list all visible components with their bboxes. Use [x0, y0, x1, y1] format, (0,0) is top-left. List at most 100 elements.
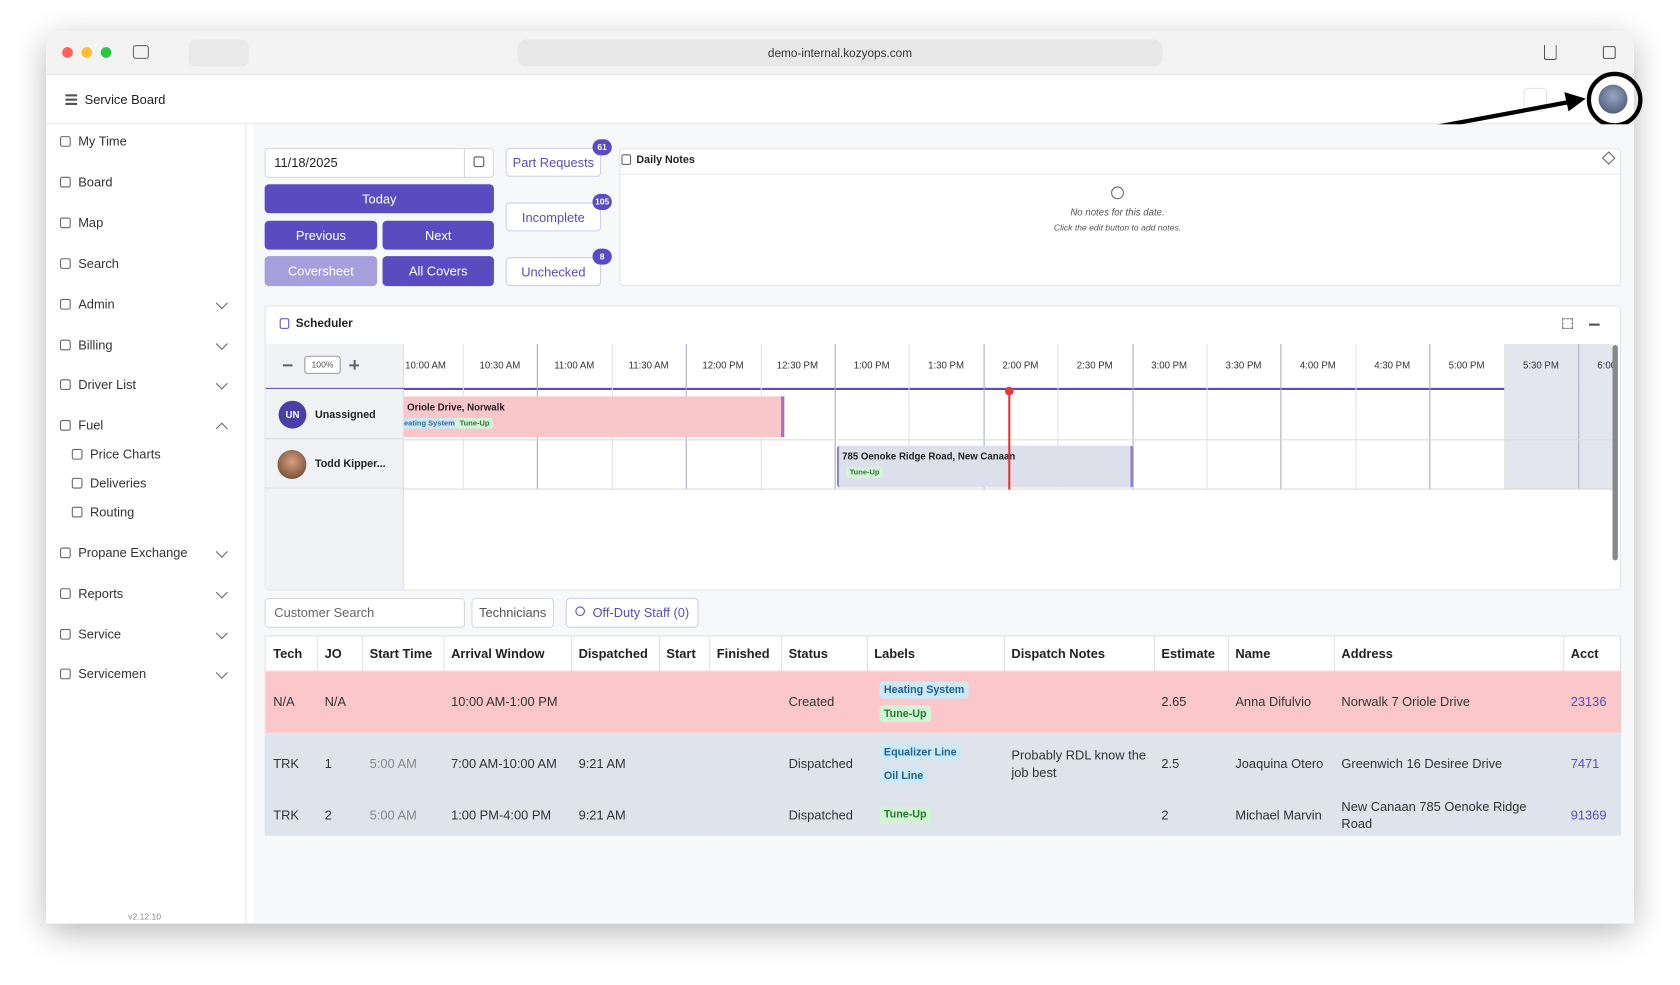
column-line — [1057, 343, 1059, 490]
previous-button[interactable]: Previous — [264, 220, 378, 250]
sidebar-item[interactable]: Fuel — [78, 417, 104, 433]
event[interactable]: 785 Oenoke Ridge Road, New Canaan Tune-Up — [836, 445, 1134, 488]
sidebar-item[interactable]: Map — [78, 215, 104, 231]
people-icon — [575, 606, 586, 617]
url-text[interactable]: demo-internal.kozyops.com — [767, 46, 913, 60]
sidebar-item[interactable]: Board — [78, 174, 113, 190]
event[interactable]: Oriole Drive, Norwalk Heating System Tune-… — [403, 396, 785, 438]
counter-button[interactable]: Part Requests — [505, 147, 602, 177]
sidebar-item[interactable]: Admin — [78, 296, 115, 312]
table-cell: 1 — [324, 756, 332, 772]
customer-search[interactable]: Customer Search — [264, 597, 466, 628]
event-text: Oriole Drive, Norwalk — [407, 401, 505, 413]
table-cell: 2.5 — [1161, 756, 1180, 772]
table-cell: TRK — [273, 807, 299, 823]
sidebar-item[interactable]: Driver List — [78, 377, 137, 393]
table-header: JO — [324, 645, 342, 661]
sidebar-icon — [60, 668, 71, 680]
avatar-initials: UN — [278, 400, 307, 429]
date-input[interactable] — [264, 147, 494, 178]
sidebar-item[interactable]: Routing — [90, 504, 135, 520]
label-tag: Oil Line — [879, 767, 928, 785]
table-header: Dispatch Notes — [1011, 645, 1106, 661]
url-bar — [517, 39, 1163, 67]
menu-icon — [65, 102, 78, 105]
notes-icon — [621, 154, 632, 166]
sidebar-toggle — [132, 45, 149, 59]
time-label: 6:00 PM — [1597, 360, 1612, 371]
sidebar-icon — [60, 547, 71, 559]
table-cell: Joaquina Otero — [1235, 756, 1324, 772]
technicians-button[interactable]: Technicians — [471, 597, 554, 628]
sidebar-icon — [60, 217, 71, 229]
table-cell: 7:00 AM-10:00 AM — [451, 756, 557, 772]
table-header: Acct — [1570, 645, 1599, 661]
row-sep — [265, 487, 404, 489]
table-header: Tech — [273, 645, 303, 661]
table-header: Name — [1235, 645, 1271, 661]
label-tag: Equalizer Line — [879, 743, 961, 761]
table-row[interactable] — [265, 732, 1622, 796]
menu-icon — [65, 98, 78, 101]
sidebar-item[interactable]: Billing — [78, 337, 113, 353]
calendar-icon — [473, 156, 485, 168]
table-row[interactable] — [265, 670, 1622, 733]
column-line — [834, 343, 836, 490]
sidebar-item[interactable]: Price Charts — [90, 446, 161, 462]
zoom-out[interactable] — [282, 364, 293, 366]
table-cell[interactable]: 23136 — [1570, 694, 1607, 710]
next-button[interactable]: Next — [382, 220, 494, 250]
table-cell: 2 — [324, 807, 332, 823]
table-cell: Greenwich 16 Desiree Drive — [1341, 756, 1503, 772]
sidebar-icon — [60, 258, 71, 269]
column-line — [1429, 343, 1431, 490]
sidebar-item[interactable]: Propane Exchange — [78, 545, 188, 561]
table-header: Address — [1341, 645, 1393, 661]
sidebar-icon — [71, 506, 83, 518]
sidebar-icon — [60, 379, 71, 391]
table-cell: Anna Difulvio — [1235, 694, 1312, 710]
counter-button[interactable]: Unchecked — [505, 257, 602, 287]
info-icon — [1111, 186, 1124, 200]
avatar-photo — [277, 450, 307, 479]
collapse-icon[interactable] — [1588, 323, 1600, 326]
timeline: 10:00 AM 10:30 AM 11:00 AM 11:30 AM 12:00 PM… — [403, 343, 1613, 590]
sidebar-item[interactable]: Service — [78, 626, 122, 642]
resource-name: Unassigned — [315, 408, 376, 421]
sidebar-item[interactable]: My Time — [78, 133, 127, 149]
time-label: 3:00 PM — [1151, 360, 1188, 371]
zoom-in-v — [353, 360, 356, 370]
time-label: 12:30 PM — [776, 360, 818, 371]
expand-icon[interactable] — [1562, 318, 1573, 329]
notes-title: Daily Notes — [636, 153, 695, 166]
counter-button[interactable]: Incomplete — [505, 202, 602, 232]
time-label: 11:00 AM — [554, 360, 595, 371]
today-button[interactable]: Today — [264, 184, 494, 214]
time-label: 2:00 PM — [1002, 360, 1039, 371]
all-covers-button[interactable]: All Covers — [382, 256, 494, 287]
off-duty-button[interactable]: Off-Duty Staff (0) — [565, 597, 699, 628]
search-button[interactable] — [1523, 87, 1548, 112]
scheduler-icon — [279, 318, 290, 329]
scheduler-title: Scheduler — [295, 317, 353, 331]
table-row[interactable] — [265, 795, 1622, 835]
sidebar-item[interactable]: Servicemen — [78, 666, 147, 682]
traffic-light — [100, 47, 112, 58]
sidebar-item[interactable]: Search — [78, 256, 119, 272]
now-dot — [1005, 386, 1014, 396]
table-cell[interactable]: 7471 — [1570, 756, 1600, 772]
time-label: 4:00 PM — [1299, 360, 1336, 371]
sidebar-item[interactable]: Reports — [78, 586, 124, 602]
coversheet-button[interactable]: Coversheet — [264, 256, 378, 287]
table-cell: Probably RDL know the job best — [1011, 747, 1147, 781]
sidebar-icon — [71, 448, 83, 460]
event-text: 785 Oenoke Ridge Road, New Canaan — [842, 451, 1016, 462]
sidebar-item[interactable]: Deliveries — [90, 475, 147, 491]
notes-header-line — [620, 173, 1621, 175]
time-label: 5:30 PM — [1522, 360, 1559, 371]
notes-hint: Click the edit button to add notes. — [1053, 222, 1182, 232]
scrollbar — [1612, 345, 1618, 561]
table-cell[interactable]: 91369 — [1570, 807, 1607, 823]
time-label: 1:30 PM — [928, 360, 965, 371]
